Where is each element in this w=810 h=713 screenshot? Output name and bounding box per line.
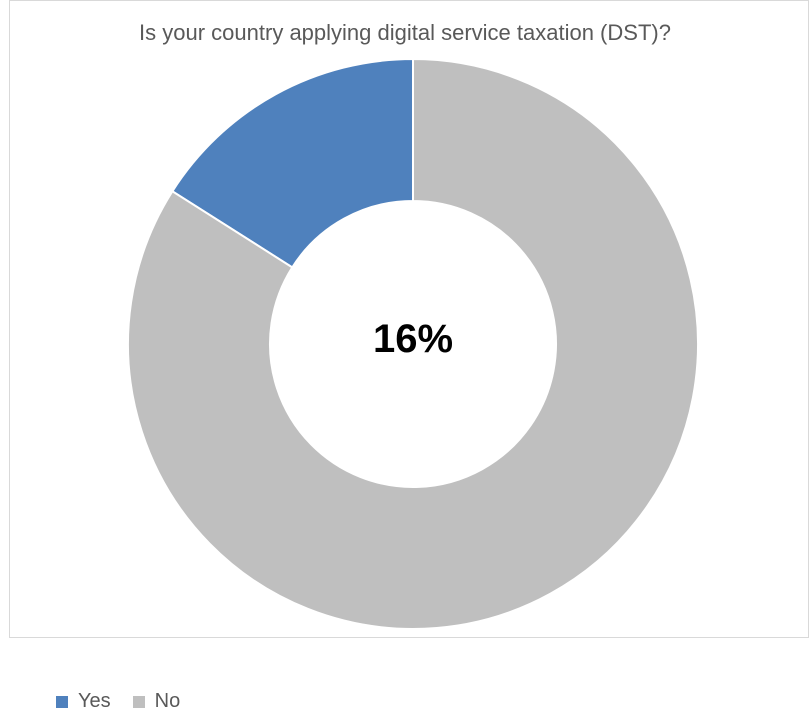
legend-item-yes: Yes (56, 690, 111, 713)
legend: Yes No (56, 690, 202, 713)
chart-title: Is your country applying digital service… (139, 20, 671, 45)
donut-slices (127, 57, 699, 630)
legend-label-yes: Yes (78, 690, 111, 712)
legend-label-no: No (154, 690, 181, 712)
legend-swatch-yes (56, 695, 68, 708)
donut-slice-no (127, 57, 699, 630)
legend-swatch-no (132, 695, 145, 708)
center-percentage-label: 16% (373, 317, 453, 361)
legend-item-no: No (132, 690, 181, 713)
donut-slice-yes (170, 57, 414, 269)
